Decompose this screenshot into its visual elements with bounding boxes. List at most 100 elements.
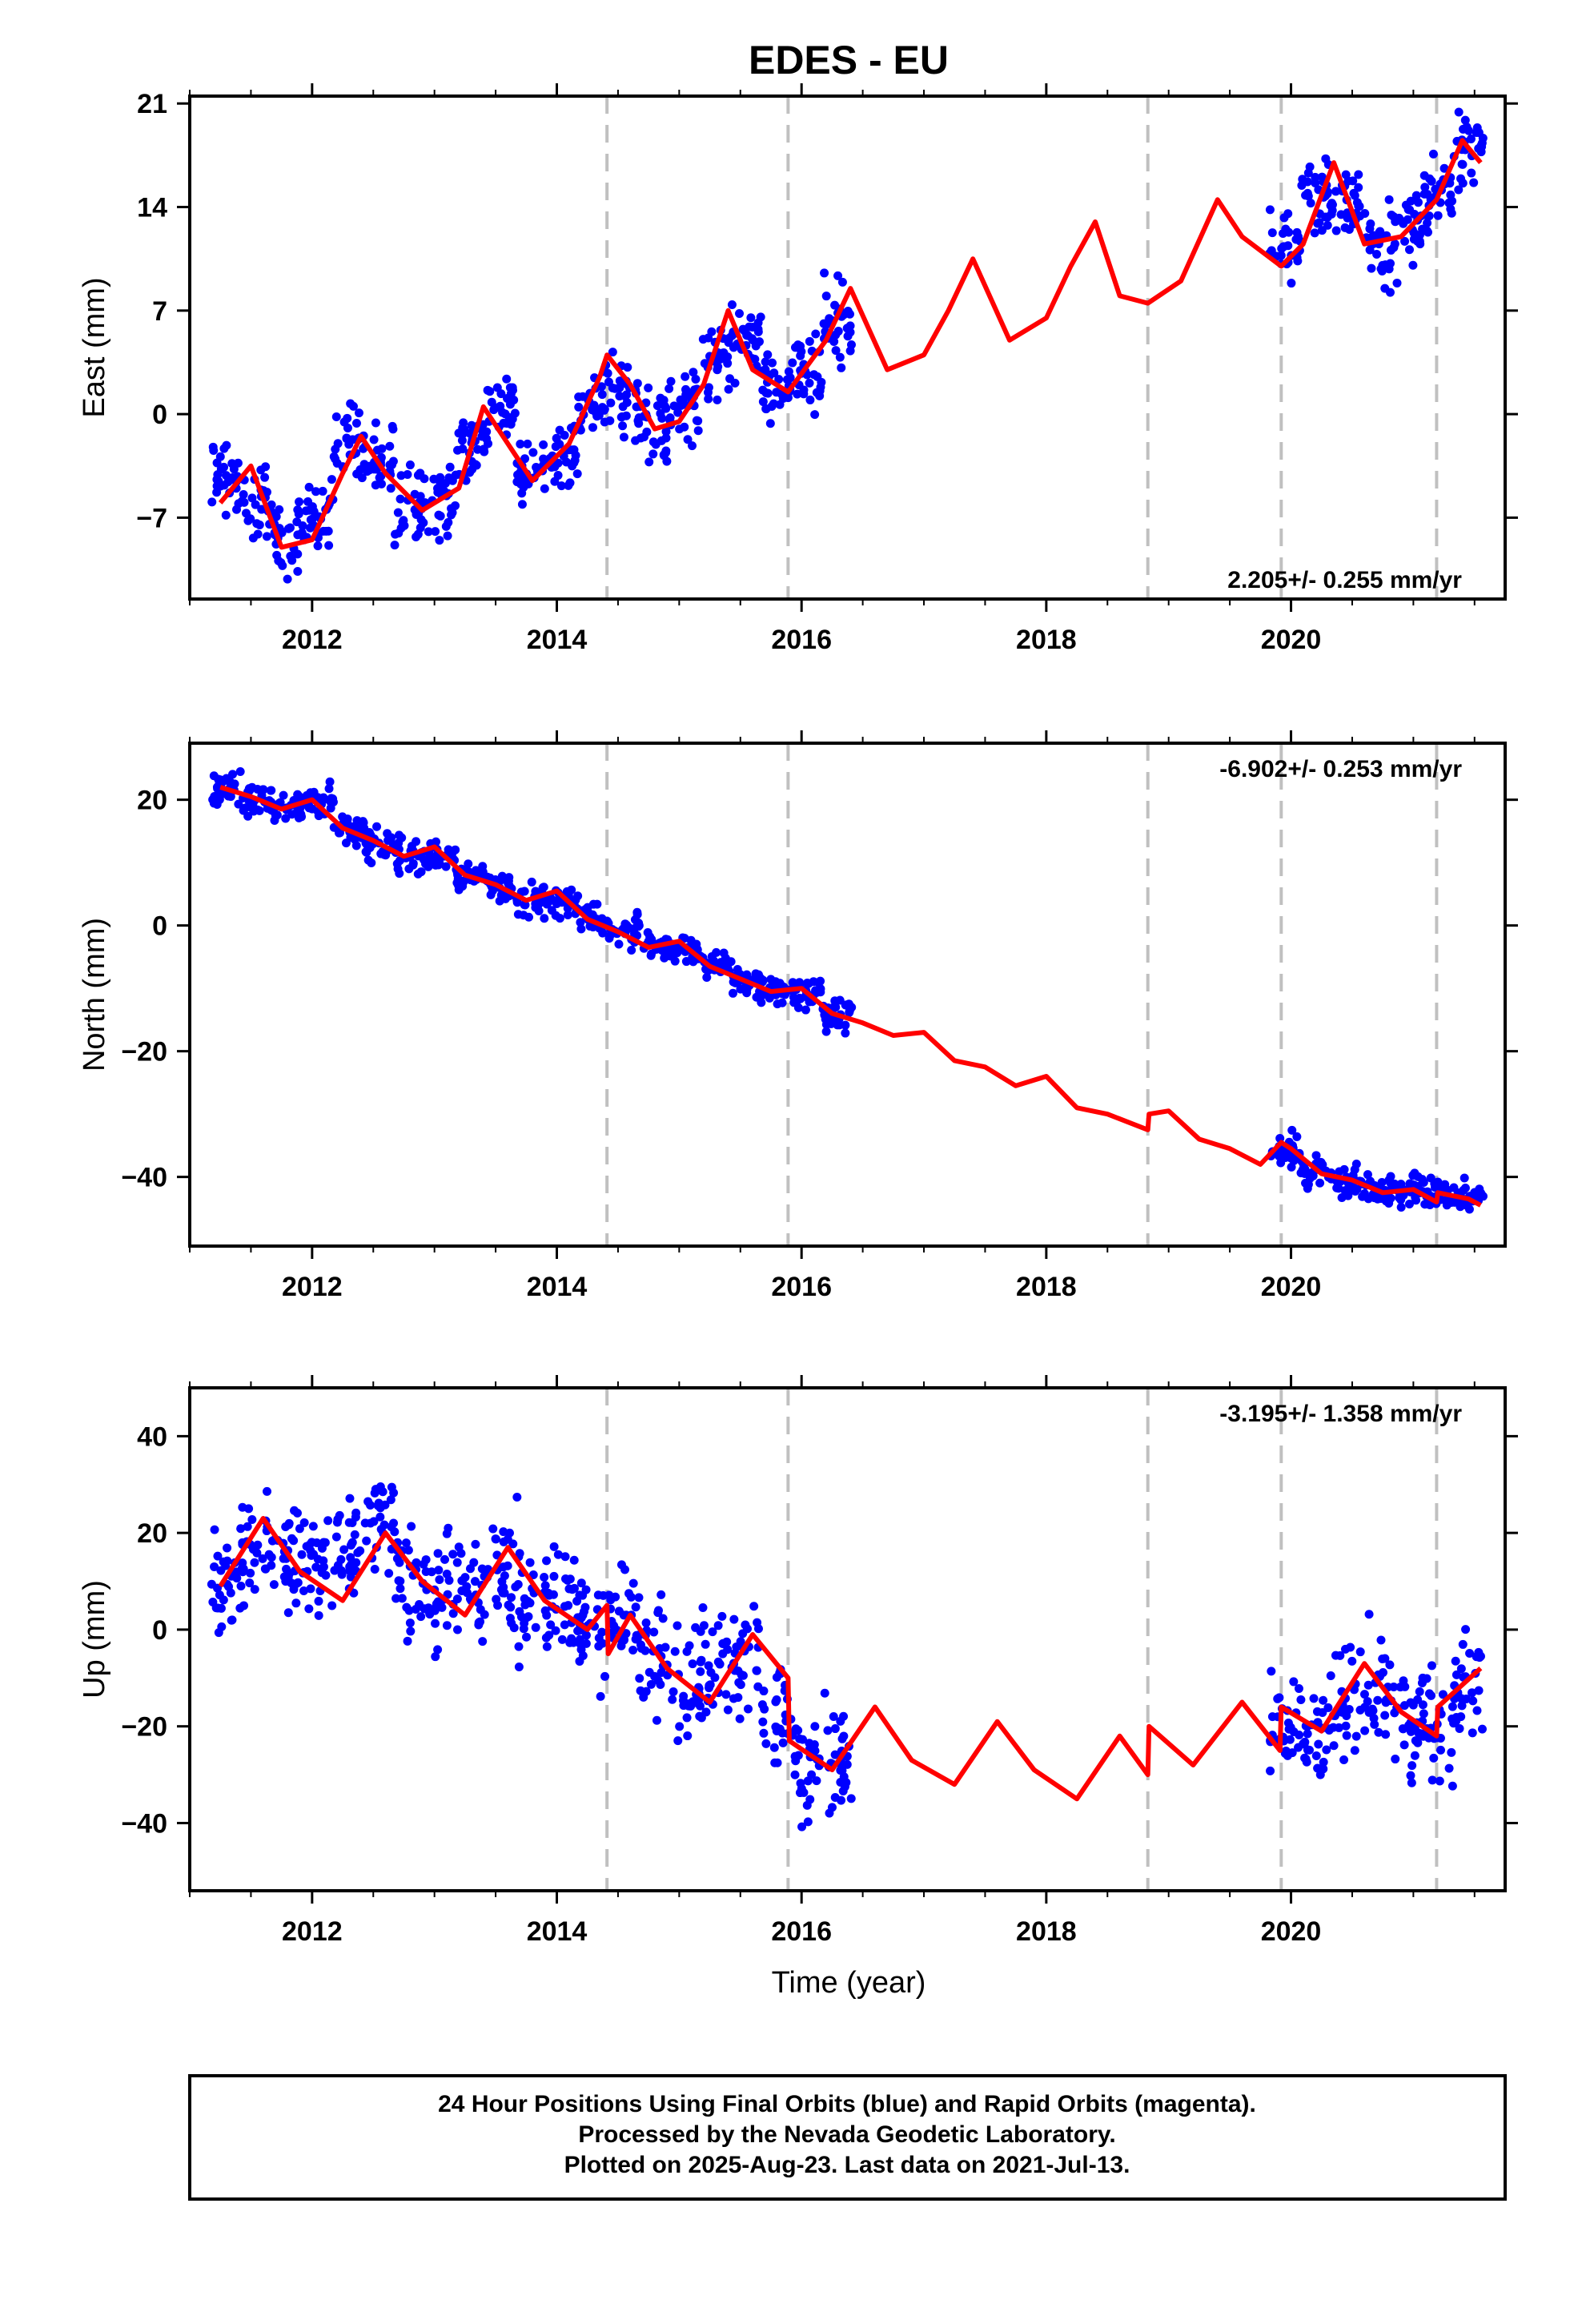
east-data-point <box>219 444 229 453</box>
east-data-point <box>1423 219 1432 228</box>
up-data-point <box>1407 1761 1417 1771</box>
east-data-point <box>1331 187 1340 196</box>
up-data-point <box>345 1494 355 1503</box>
up-data-point <box>431 1652 440 1662</box>
east-data-point <box>753 324 763 334</box>
east-data-point <box>506 388 516 398</box>
east-data-point <box>753 318 763 328</box>
up-data-point <box>396 1576 405 1586</box>
up-data-point <box>778 1738 788 1747</box>
up-data-point <box>652 1715 661 1725</box>
up-data-point <box>1399 1740 1409 1750</box>
east-data-point <box>750 354 760 364</box>
up-data-point <box>616 1560 626 1570</box>
up-data-point <box>474 1618 484 1627</box>
up-data-point <box>658 1614 668 1623</box>
north-data-point <box>441 862 451 871</box>
east-data-point <box>656 393 665 403</box>
north-y-axis-label: North (mm) <box>78 918 111 1072</box>
east-data-point <box>1410 210 1419 219</box>
east-data-point <box>1415 236 1424 246</box>
east-data-point <box>665 413 675 423</box>
east-data-point <box>1341 170 1351 179</box>
east-data-point <box>207 497 217 507</box>
up-data-point <box>1294 1684 1303 1694</box>
up-data-point <box>729 1694 738 1703</box>
east-data-point <box>1279 213 1289 223</box>
east-data-point <box>568 461 577 471</box>
up-data-point <box>416 1612 426 1622</box>
up-data-point <box>469 1558 479 1567</box>
east-y-tick-label: 21 <box>137 89 167 119</box>
north-data-point <box>478 862 488 871</box>
up-data-point <box>575 1634 584 1644</box>
east-data-point <box>420 474 429 484</box>
up-data-point <box>1435 1745 1445 1755</box>
up-data-point <box>1295 1731 1304 1740</box>
up-data-point <box>488 1524 498 1534</box>
up-data-point <box>1266 1766 1275 1775</box>
east-data-point <box>640 432 649 442</box>
east-data-point <box>1413 198 1423 207</box>
north-data-point <box>614 939 624 949</box>
up-data-point <box>299 1586 308 1596</box>
north-data-point <box>281 814 291 823</box>
up-data-point <box>508 1539 518 1549</box>
up-data-point <box>289 1585 299 1594</box>
north-data-point <box>520 900 530 910</box>
up-data-point <box>1347 1656 1357 1666</box>
up-data-point <box>389 1488 399 1498</box>
east-data-point <box>811 329 821 339</box>
up-data-point <box>542 1556 552 1566</box>
east-data-point <box>1399 219 1408 228</box>
up-data-point <box>540 1581 550 1590</box>
up-data-point <box>448 1550 458 1559</box>
up-data-point <box>669 1687 678 1696</box>
east-data-point <box>444 517 453 527</box>
east-data-point <box>293 530 303 540</box>
up-data-point <box>682 1713 692 1723</box>
north-data-point <box>1461 1200 1471 1210</box>
up-data-point <box>1427 1691 1436 1700</box>
up-data-point <box>514 1642 524 1651</box>
east-data-point <box>1340 223 1350 232</box>
east-data-point <box>1336 210 1346 219</box>
up-data-point <box>1380 1711 1390 1720</box>
up-data-point <box>223 1543 232 1553</box>
up-data-point <box>279 1554 288 1563</box>
up-data-point <box>578 1610 588 1620</box>
east-data-point <box>459 418 468 428</box>
east-data-point <box>1466 135 1476 144</box>
up-data-point <box>1359 1690 1369 1699</box>
east-data-point <box>483 385 492 395</box>
east-data-point <box>275 505 284 514</box>
north-x-tick-label: 2012 <box>282 1272 343 1302</box>
up-data-point <box>842 1759 852 1769</box>
north-data-point <box>244 784 254 794</box>
up-data-point <box>546 1620 556 1630</box>
up-data-point <box>1340 1704 1350 1714</box>
up-data-point <box>391 1594 401 1603</box>
east-data-point <box>496 389 506 399</box>
up-data-point <box>771 1697 781 1707</box>
east-data-point <box>1349 188 1359 198</box>
up-y-axis-label: Up (mm) <box>78 1580 111 1699</box>
east-data-point <box>484 439 493 448</box>
up-data-point <box>1389 1682 1399 1691</box>
up-data-point <box>452 1625 462 1634</box>
up-data-point <box>581 1638 591 1648</box>
north-data-point <box>793 995 803 1005</box>
east-data-point <box>619 432 628 442</box>
north-data-point <box>633 918 643 927</box>
east-data-point <box>1380 283 1390 293</box>
up-data-point <box>569 1555 579 1565</box>
north-data-point <box>788 978 797 987</box>
up-data-point <box>1456 1694 1466 1703</box>
up-data-point <box>264 1550 274 1559</box>
east-data-point <box>540 484 549 493</box>
north-data-point <box>668 948 677 958</box>
up-data-point <box>1474 1686 1484 1695</box>
east-y-axis-label: East (mm) <box>78 277 111 417</box>
up-data-point <box>656 1590 666 1599</box>
up-data-point <box>1329 1741 1339 1751</box>
